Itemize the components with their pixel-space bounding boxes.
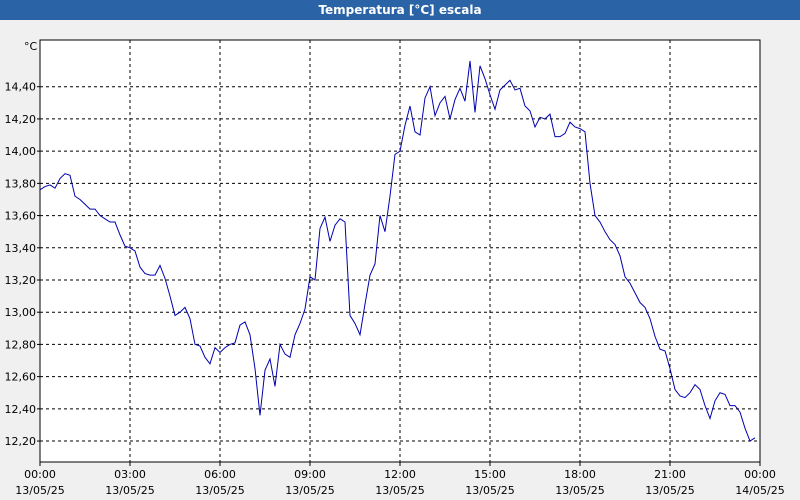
y-tick-label: 12,80 [5,338,37,351]
x-tick-date: 13/05/25 [15,484,64,497]
x-tick-date: 14/05/25 [735,484,784,497]
y-tick-label: 13,20 [5,274,37,287]
x-tick-date: 13/05/25 [555,484,604,497]
x-tick-date: 13/05/25 [195,484,244,497]
y-tick-label: 13,40 [5,242,37,255]
x-tick-label: 15:00 [474,468,506,481]
plot-border [39,39,761,463]
y-tick-label: 14,00 [5,145,37,158]
y-tick-label: 12,60 [5,371,37,384]
y-axis-label: °C [24,40,38,53]
y-tick-label: 13,00 [5,306,37,319]
x-tick-date: 13/05/25 [465,484,514,497]
y-tick-label: 14,40 [5,81,37,94]
x-tick-label: 09:00 [294,468,326,481]
x-tick-date: 13/05/25 [375,484,424,497]
x-tick-label: 21:00 [654,468,686,481]
y-tick-label: 13,60 [5,210,37,223]
x-tick-label: 18:00 [564,468,596,481]
x-tick-label: 00:00 [744,468,776,481]
y-tick-label: 12,20 [5,435,37,448]
title-bar: Temperatura [°C] escala [0,0,800,20]
x-tick-label: 06:00 [204,468,236,481]
x-tick-date: 13/05/25 [645,484,694,497]
x-tick-date: 13/05/25 [105,484,154,497]
x-tick-label: 12:00 [384,468,416,481]
y-tick-label: 13,80 [5,177,37,190]
x-tick-label: 00:00 [24,468,56,481]
temperature-line [39,60,756,442]
y-tick-label: 12,40 [5,403,37,416]
y-tick-label: 14,20 [5,113,37,126]
x-tick-label: 03:00 [114,468,146,481]
x-tick-date: 13/05/25 [285,484,334,497]
